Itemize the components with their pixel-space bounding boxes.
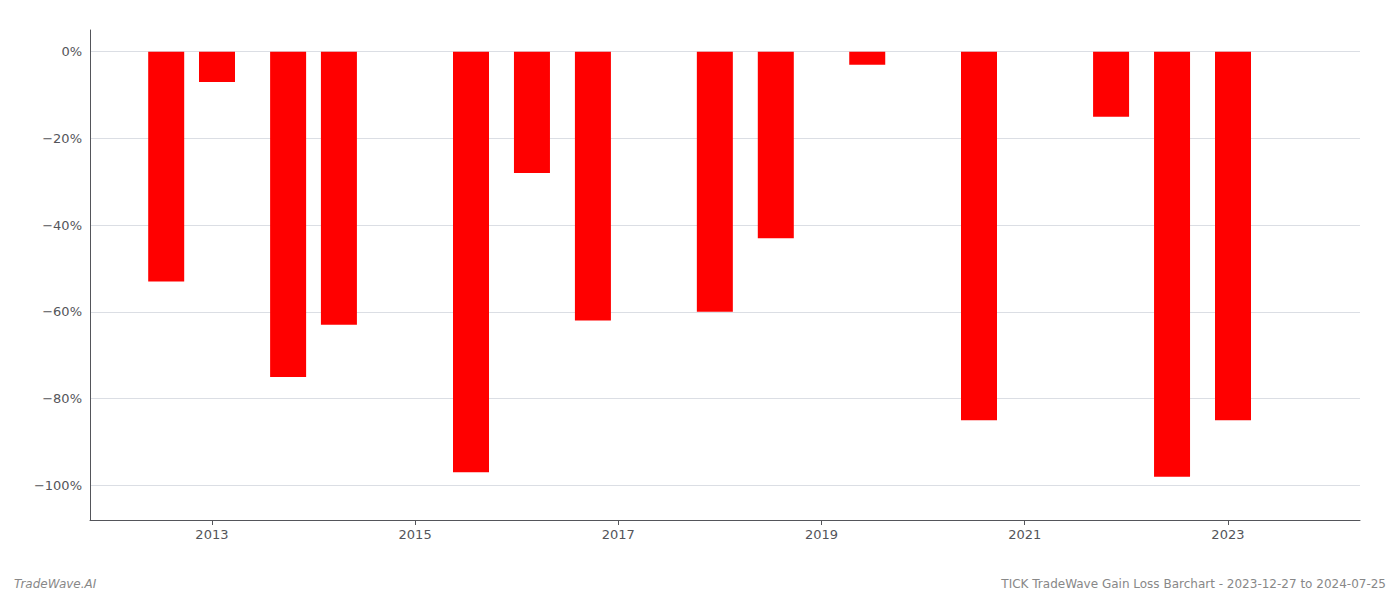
- svg-text:2013: 2013: [195, 527, 228, 542]
- svg-text:TICK TradeWave Gain Loss Barch: TICK TradeWave Gain Loss Barchart - 2023…: [1000, 577, 1386, 591]
- svg-text:0%: 0%: [61, 44, 82, 59]
- svg-text:−80%: −80%: [42, 391, 82, 406]
- svg-text:2015: 2015: [399, 527, 432, 542]
- svg-text:−20%: −20%: [42, 131, 82, 146]
- svg-text:−100%: −100%: [34, 478, 82, 493]
- svg-text:−40%: −40%: [42, 218, 82, 233]
- svg-text:TradeWave.AI: TradeWave.AI: [14, 577, 97, 591]
- svg-text:2019: 2019: [805, 527, 838, 542]
- svg-text:2017: 2017: [602, 527, 635, 542]
- svg-text:2021: 2021: [1008, 527, 1041, 542]
- svg-text:−60%: −60%: [42, 304, 82, 319]
- svg-text:2023: 2023: [1211, 527, 1244, 542]
